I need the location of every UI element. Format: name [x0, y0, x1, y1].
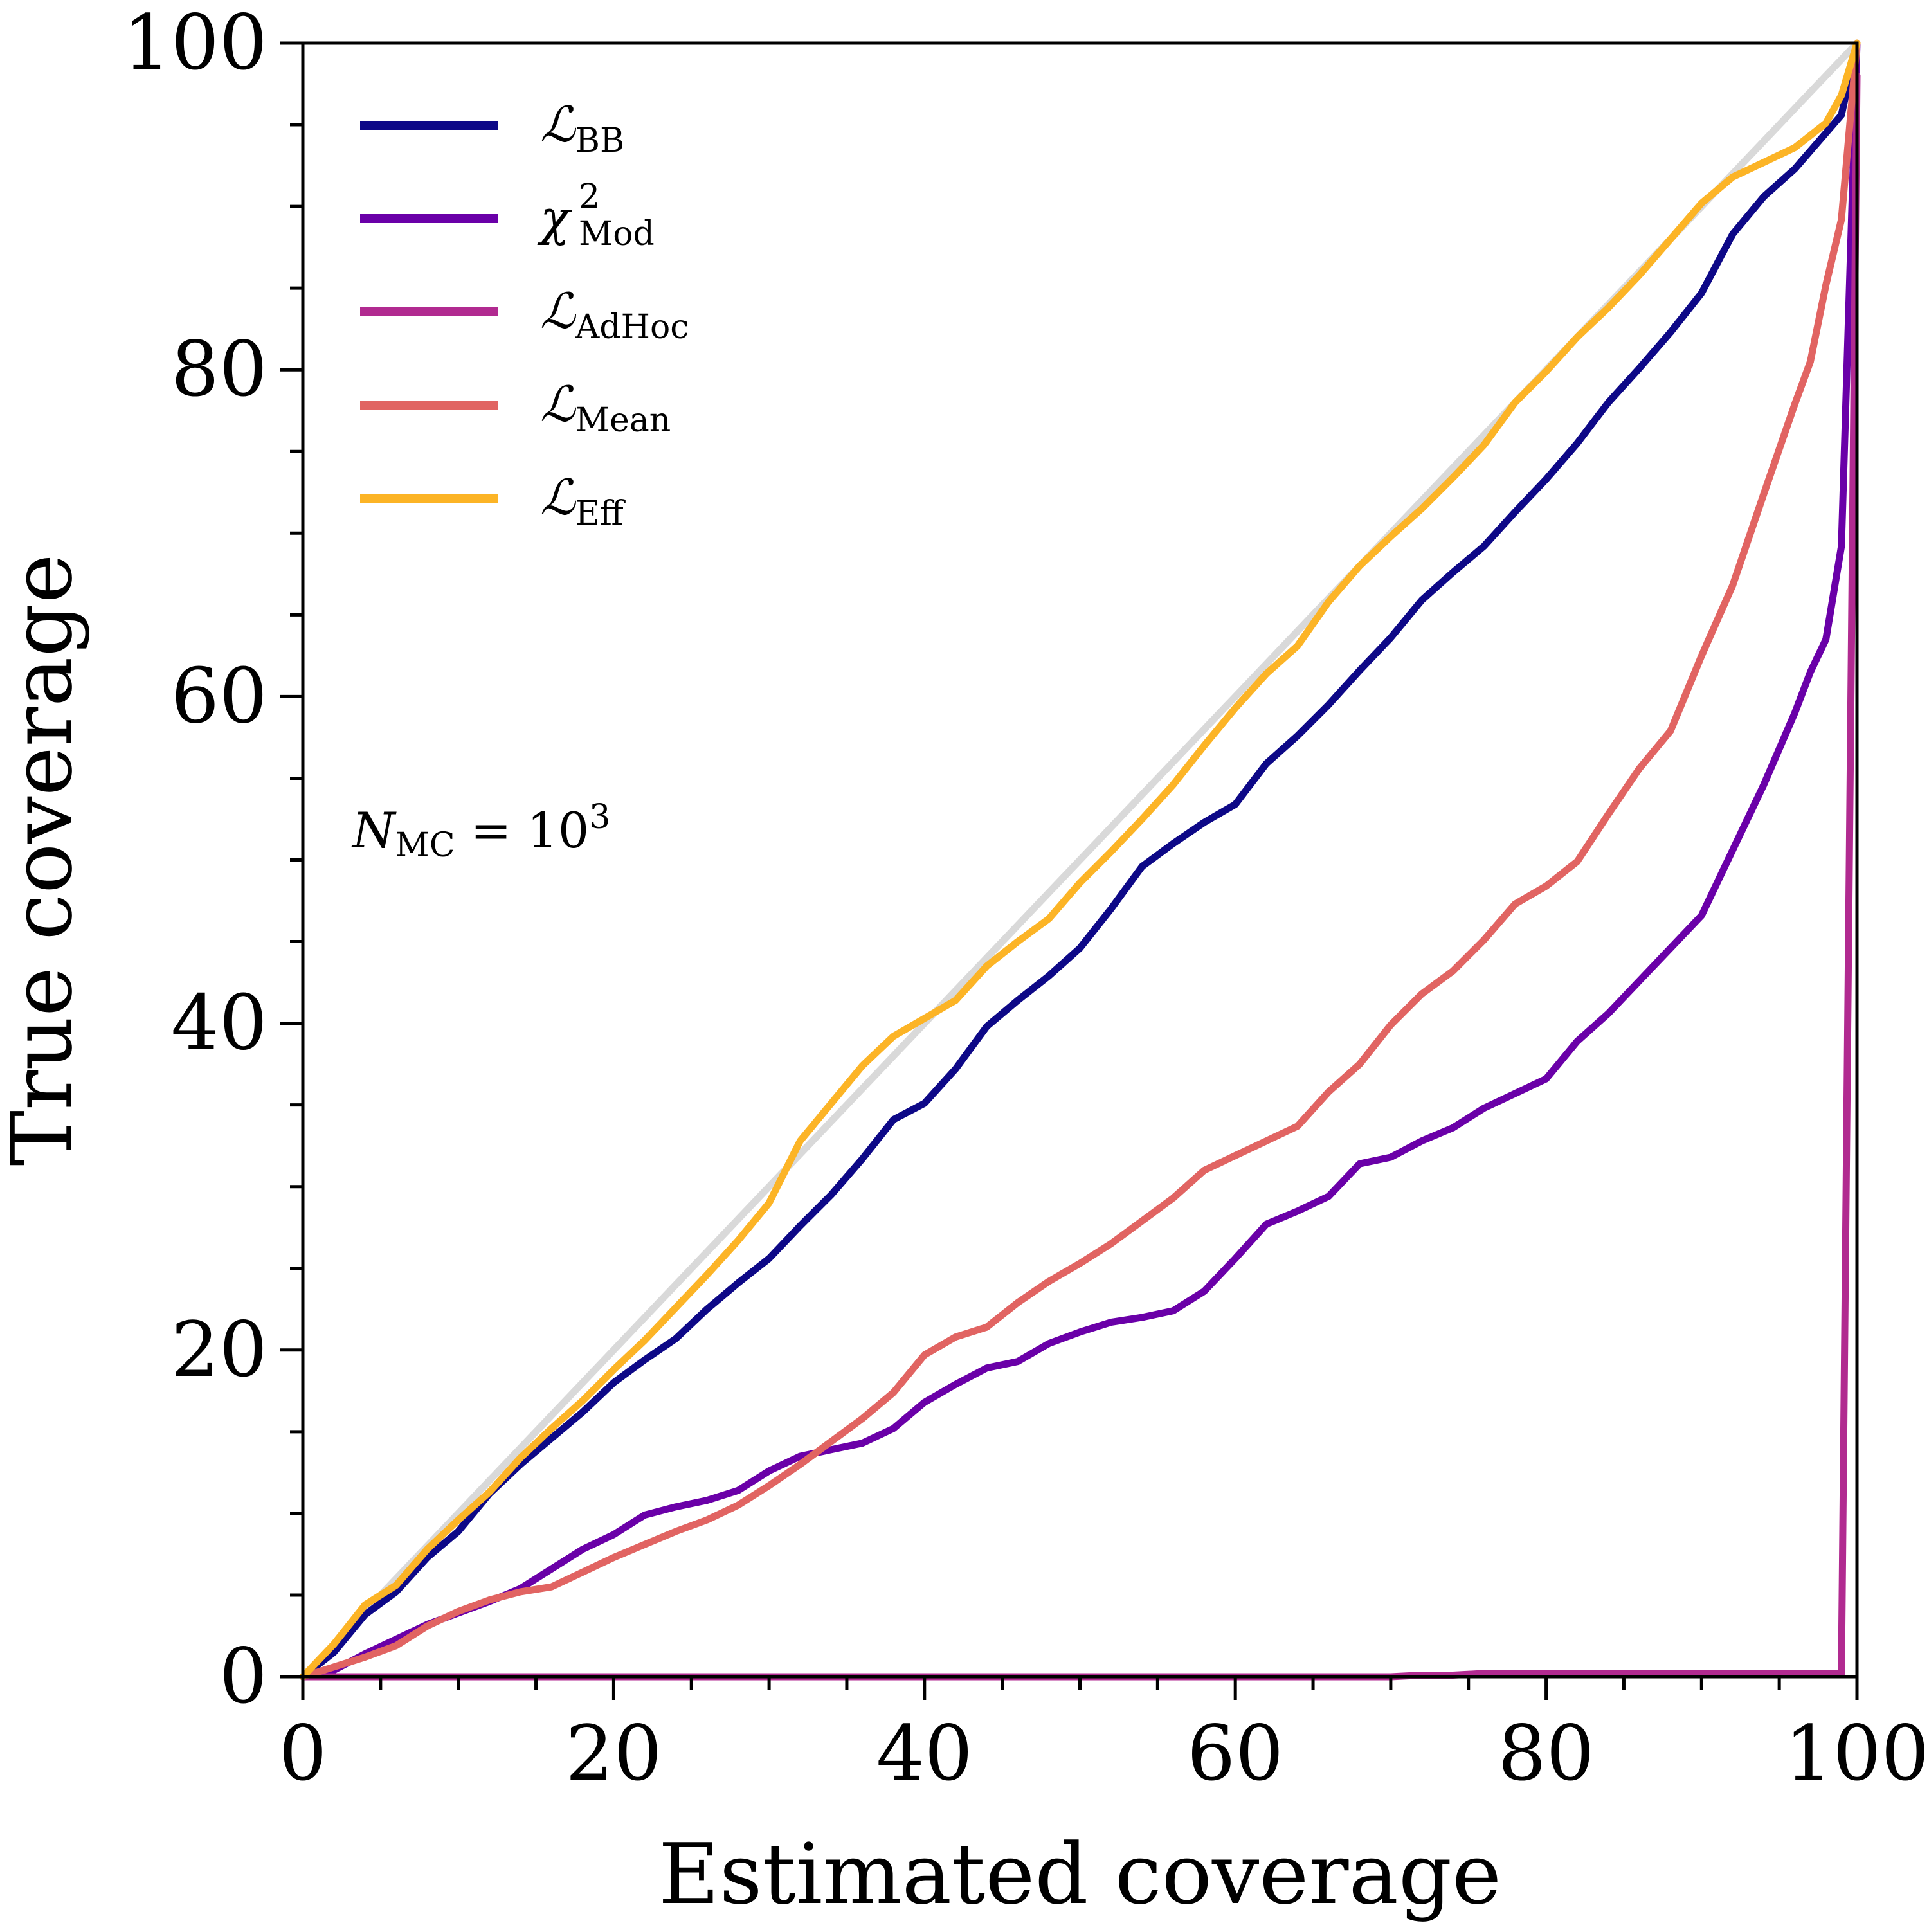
y-axis-label: True coverage — [0, 554, 91, 1166]
ticks-layer: 0 20 40 60 80 100 0 20 40 60 80 100 — [123, 0, 1929, 1798]
legend-label-main: ℒ — [540, 375, 577, 433]
series-line-5 — [299, 39, 1861, 1681]
y-tick-label: 0 — [219, 1632, 267, 1720]
x-tick-label: 60 — [1187, 1709, 1283, 1798]
sample-size-annotation: NMC = 103 — [351, 798, 610, 865]
legend-label-4: ℒMean — [540, 375, 671, 440]
x-tick-label: 0 — [278, 1709, 327, 1798]
legend-label-5: ℒEff — [540, 469, 626, 533]
x-tick-label: 20 — [565, 1709, 662, 1798]
legend-label-subscript: AdHoc — [575, 308, 689, 347]
legend-label-2: χ 2 Mod — [537, 177, 655, 253]
y-tick-label: 60 — [171, 651, 267, 740]
legend-label-main: ℒ — [540, 469, 577, 526]
x-axis-label: Estimated coverage — [658, 1825, 1501, 1923]
y-tick-label: 100 — [123, 0, 267, 87]
series-line-1 — [299, 39, 1861, 1681]
legend-label-subscript: Eff — [575, 494, 626, 533]
y-tick-label: 80 — [171, 325, 267, 413]
y-tick-label: 20 — [171, 1305, 267, 1394]
series-line-4 — [299, 39, 1861, 1681]
legend-label-main: ℒ — [540, 96, 577, 153]
annotation-subscript: MC — [395, 826, 455, 865]
annotation-rest: = 10 — [455, 802, 590, 859]
legend-label-1: ℒBB — [540, 96, 624, 160]
annotation-main: N — [351, 802, 397, 859]
annotation-superscript: 3 — [589, 798, 610, 836]
legend-label-subscript: Mod — [579, 215, 655, 253]
x-tick-label: 100 — [1784, 1709, 1929, 1798]
legend-label-superscript: 2 — [579, 177, 600, 216]
legend-label-subscript: BB — [575, 122, 624, 160]
legend-label-subscript: Mean — [575, 401, 671, 440]
legend-label-main: ℒ — [540, 282, 577, 339]
y-tick-label: 40 — [171, 979, 267, 1067]
x-tick-label: 40 — [876, 1709, 973, 1798]
legend-label-main: χ — [537, 189, 572, 246]
legend-label-3: ℒAdHoc — [540, 282, 689, 347]
series-line-2 — [299, 39, 1861, 1681]
x-tick-label: 80 — [1498, 1709, 1595, 1798]
